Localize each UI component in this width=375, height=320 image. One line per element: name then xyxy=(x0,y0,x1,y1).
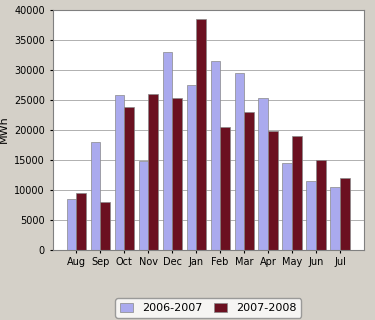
Bar xyxy=(268,132,278,250)
Bar xyxy=(115,95,124,250)
Bar xyxy=(330,187,340,250)
Bar xyxy=(124,107,134,250)
Bar xyxy=(220,127,230,250)
Bar xyxy=(76,193,86,250)
Bar xyxy=(91,141,100,250)
Bar xyxy=(234,73,244,250)
Bar xyxy=(340,178,350,250)
Bar xyxy=(258,98,268,250)
Bar xyxy=(282,163,292,250)
Bar xyxy=(67,199,76,250)
Bar xyxy=(292,136,302,250)
Bar xyxy=(196,19,206,250)
Y-axis label: MWh: MWh xyxy=(0,116,8,143)
Legend: 2006-2007, 2007-2008: 2006-2007, 2007-2008 xyxy=(116,298,301,318)
Bar xyxy=(210,60,220,250)
Bar xyxy=(172,98,182,250)
Bar xyxy=(163,52,172,250)
Bar xyxy=(100,202,110,250)
Bar xyxy=(139,161,148,250)
Bar xyxy=(148,93,158,250)
Bar xyxy=(186,84,196,250)
Bar xyxy=(306,180,316,250)
Bar xyxy=(316,160,326,250)
Bar xyxy=(244,112,254,250)
